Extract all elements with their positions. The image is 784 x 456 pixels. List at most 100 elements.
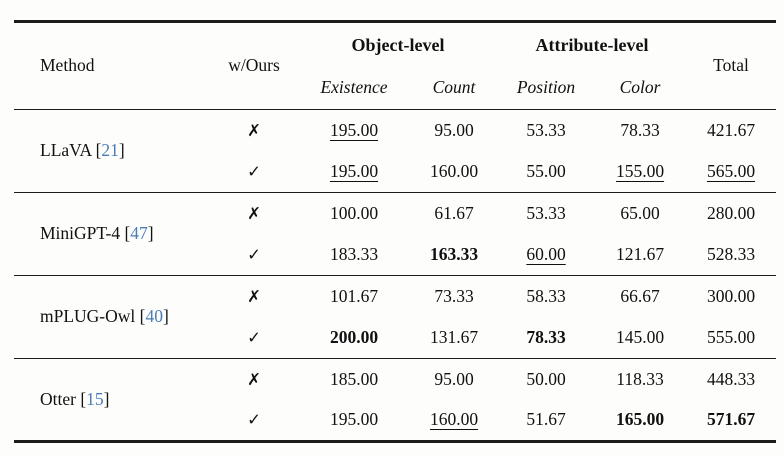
table-row: mPLUG-Owl [40] ✗ 101.67 73.33 58.33 66.6… <box>14 276 776 325</box>
existence-value: 183.33 <box>298 234 410 276</box>
position-value: 53.33 <box>498 193 594 235</box>
count-value: 61.67 <box>410 193 498 235</box>
cross-icon: ✗ <box>247 120 261 140</box>
total-value: 421.67 <box>686 110 776 152</box>
table-header: Method w/Ours Object-level Attribute-lev… <box>14 22 777 110</box>
cell-value: 528.33 <box>706 243 756 264</box>
citation-bracket-open: [ <box>139 306 146 327</box>
method-group-minigpt4: MiniGPT-4 [47] ✗ 100.00 61.67 53.33 65.0… <box>14 193 777 276</box>
position-value: 78.33 <box>498 317 594 359</box>
column-header-count: Count <box>432 77 476 98</box>
column-header-existence: Existence <box>320 77 388 98</box>
existence-value: 195.00 <box>298 151 410 193</box>
method-name-cell: MiniGPT-4 [47] <box>14 193 210 276</box>
position-value: 51.67 <box>498 400 594 442</box>
citation-link[interactable]: [21] <box>96 140 125 160</box>
cell-value: 60.00 <box>526 243 566 264</box>
column-group-object-level: Object-level <box>351 35 445 55</box>
results-table: Method w/Ours Object-level Attribute-lev… <box>14 20 777 443</box>
column-header-color: Color <box>619 77 661 98</box>
cell-value: 100.00 <box>329 202 379 223</box>
position-value: 53.33 <box>498 110 594 152</box>
check-icon: ✓ <box>247 161 261 181</box>
cell-value: 183.33 <box>329 243 379 264</box>
cell-value: 50.00 <box>526 368 566 389</box>
cell-value: 448.33 <box>706 368 756 389</box>
citation-link[interactable]: [15] <box>80 389 109 409</box>
cell-value: 58.33 <box>526 285 566 306</box>
total-value: 300.00 <box>686 276 776 318</box>
check-icon: ✓ <box>247 244 261 264</box>
cell-value: 66.67 <box>620 285 660 306</box>
column-header-position: Position <box>516 77 576 98</box>
color-value: 165.00 <box>594 400 686 442</box>
cell-value: 160.00 <box>429 160 479 181</box>
cell-value: 421.67 <box>706 119 756 140</box>
citation-link[interactable]: [47] <box>124 223 153 243</box>
cell-value: 165.00 <box>615 409 665 430</box>
cell-value: 155.00 <box>615 160 665 181</box>
color-value: 65.00 <box>594 193 686 235</box>
column-header-method: Method <box>40 55 95 76</box>
cross-icon: ✗ <box>247 203 261 223</box>
table-row: ✓ 195.00 160.00 51.67 165.00 571.67 <box>14 400 776 442</box>
header-group-row: Method w/Ours Object-level Attribute-lev… <box>14 22 776 74</box>
citation-bracket-close: ] <box>147 223 154 244</box>
cell-value: 121.67 <box>615 243 665 264</box>
total-value: 571.67 <box>686 400 776 442</box>
citation-bracket-open: [ <box>80 388 87 409</box>
cell-value: 160.00 <box>429 409 479 430</box>
cell-value: 53.33 <box>526 202 566 223</box>
method-name-cell: mPLUG-Owl [40] <box>14 276 210 359</box>
citation-bracket-open: [ <box>124 223 131 244</box>
wours-mark-cell: ✗ <box>210 276 298 318</box>
wours-mark-cell: ✓ <box>210 151 298 193</box>
cell-value: 55.00 <box>526 160 566 181</box>
table-row: Otter [15] ✗ 185.00 95.00 50.00 118.33 4… <box>14 359 776 408</box>
cell-value: 61.67 <box>434 202 474 223</box>
cell-value: 73.33 <box>434 285 474 306</box>
existence-value: 100.00 <box>298 193 410 235</box>
cell-value: 145.00 <box>615 326 665 347</box>
cross-icon: ✗ <box>247 286 261 306</box>
total-value: 528.33 <box>686 234 776 276</box>
color-value: 145.00 <box>594 317 686 359</box>
method-group-llava: LLaVA [21] ✗ 195.00 95.00 53.33 78.33 42… <box>14 110 777 193</box>
cell-value: 78.33 <box>526 326 566 347</box>
table-row: ✓ 195.00 160.00 55.00 155.00 565.00 <box>14 151 776 193</box>
total-value: 280.00 <box>686 193 776 235</box>
cell-value: 280.00 <box>706 202 756 223</box>
total-value: 555.00 <box>686 317 776 359</box>
total-value: 565.00 <box>686 151 776 193</box>
cell-value: 185.00 <box>329 368 379 389</box>
color-value: 155.00 <box>594 151 686 193</box>
citation-number[interactable]: 15 <box>86 388 104 409</box>
count-value: 95.00 <box>410 359 498 401</box>
count-value: 163.33 <box>410 234 498 276</box>
cell-value: 51.67 <box>526 409 566 430</box>
color-value: 78.33 <box>594 110 686 152</box>
citation-bracket-close: ] <box>103 388 110 409</box>
count-value: 95.00 <box>410 110 498 152</box>
column-header-total: Total <box>713 55 749 76</box>
wours-mark-cell: ✓ <box>210 400 298 442</box>
citation-number[interactable]: 40 <box>145 306 163 327</box>
citation-bracket-open: [ <box>95 140 102 161</box>
existence-value: 195.00 <box>298 400 410 442</box>
citation-link[interactable]: [40] <box>140 306 169 326</box>
method-name: LLaVA <box>40 140 92 161</box>
position-value: 50.00 <box>498 359 594 401</box>
method-name: mPLUG-Owl <box>40 306 136 327</box>
wours-mark-cell: ✓ <box>210 234 298 276</box>
citation-number[interactable]: 21 <box>101 140 119 161</box>
cell-value: 95.00 <box>434 368 474 389</box>
position-value: 60.00 <box>498 234 594 276</box>
existence-value: 101.67 <box>298 276 410 318</box>
table-row: LLaVA [21] ✗ 195.00 95.00 53.33 78.33 42… <box>14 110 776 159</box>
cell-value: 200.00 <box>329 326 379 347</box>
method-group-mplug-owl: mPLUG-Owl [40] ✗ 101.67 73.33 58.33 66.6… <box>14 276 777 359</box>
citation-number[interactable]: 47 <box>130 223 148 244</box>
table-row: ✓ 200.00 131.67 78.33 145.00 555.00 <box>14 317 776 359</box>
color-value: 118.33 <box>594 359 686 401</box>
wours-mark-cell: ✗ <box>210 110 298 152</box>
